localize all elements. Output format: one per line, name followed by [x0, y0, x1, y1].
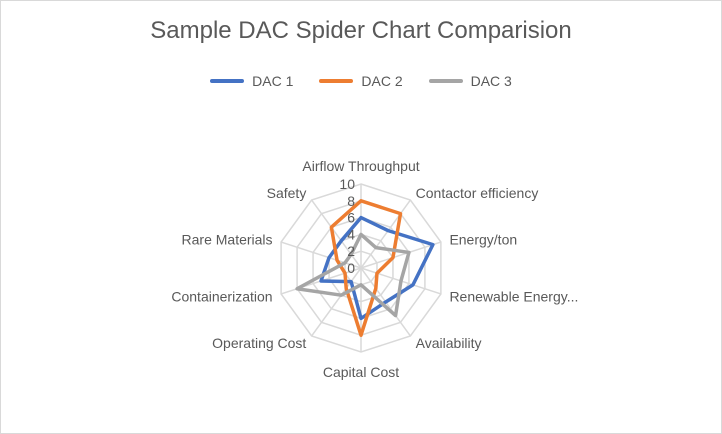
axis-label-7: Containerization [171, 289, 272, 305]
legend-label-dac-3: DAC 3 [470, 73, 512, 89]
legend-swatch-dac-2 [319, 79, 354, 83]
axis-label-0: Airflow Throughput [302, 158, 419, 174]
legend-swatch-dac-1 [210, 79, 245, 83]
spoke-8 [280, 241, 362, 269]
axis-label-9: Safety [267, 185, 307, 201]
axis-label-1: Contactor efficiency [416, 185, 539, 201]
legend-item-dac-3: DAC 3 [428, 73, 512, 89]
tick-label-10: 10 [339, 176, 355, 192]
axis-label-6: Operating Cost [212, 335, 306, 351]
tick-label-6: 6 [347, 210, 355, 226]
legend-item-dac-2: DAC 2 [319, 73, 403, 89]
legend: DAC 1 DAC 2 DAC 3 [1, 73, 721, 89]
series-line-dac-1 [319, 215, 435, 321]
tick-label-4: 4 [347, 226, 355, 242]
spoke-9 [311, 199, 362, 269]
axis-label-8: Rare Materials [182, 231, 273, 247]
series-line-dac-2 [329, 199, 403, 337]
tick-label-0: 0 [347, 260, 355, 276]
axis-label-2: Energy/ton [449, 231, 517, 247]
spoke-1 [360, 199, 411, 269]
legend-label-dac-2: DAC 2 [361, 73, 403, 89]
legend-swatch-dac-3 [428, 79, 463, 83]
series-line-dac-3 [295, 232, 411, 318]
spoke-2 [360, 241, 442, 269]
legend-label-dac-1: DAC 1 [252, 73, 294, 89]
tick-label-8: 8 [347, 193, 355, 209]
axis-label-3: Renewable Energy... [449, 289, 578, 305]
tick-label-2: 2 [347, 243, 355, 259]
chart-title: Sample DAC Spider Chart Comparision [150, 17, 572, 44]
axis-label-5: Capital Cost [323, 364, 399, 380]
axis-label-4: Availability [416, 335, 482, 351]
spoke-6 [311, 267, 362, 337]
legend-item-dac-1: DAC 1 [210, 73, 293, 89]
